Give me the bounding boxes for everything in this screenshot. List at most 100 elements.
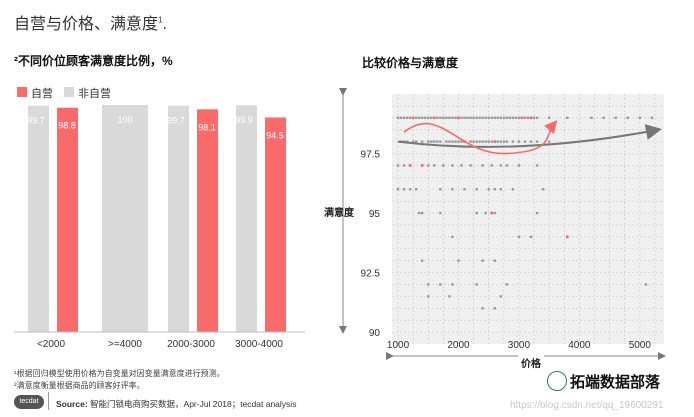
scatter-point <box>475 116 478 120</box>
scatter-point <box>414 188 418 191</box>
scatter-point <box>484 140 487 143</box>
scatter-point <box>427 283 430 286</box>
scatter-point <box>442 164 445 167</box>
scatter-point <box>433 164 436 167</box>
scatter-point-highlight <box>493 140 497 143</box>
csdn-watermark: https://blog.csdn.net/qq_19600291 <box>510 400 664 411</box>
scatter-point <box>650 116 654 120</box>
scatter-point <box>547 140 551 143</box>
footnote-2: ²满意度衡量根据商品的顾客好评率。 <box>14 381 145 390</box>
bar-self-0 <box>57 107 78 332</box>
scatter-point <box>472 116 475 120</box>
x-tick-label: 5000 <box>629 340 652 351</box>
scatter-point <box>439 116 442 120</box>
scatter-point <box>399 116 403 120</box>
scatter-point <box>511 116 515 120</box>
scatter-point <box>442 116 445 120</box>
scatter-point <box>487 140 490 143</box>
bar-chart: 99.7 98.8 100 99.7 98.1 99.9 94.5 <2000 >=4000 2… <box>14 105 305 350</box>
scatter-point <box>427 116 430 120</box>
scatter-point <box>463 188 466 191</box>
scatter-point <box>475 283 478 286</box>
scatter-grid <box>392 94 664 344</box>
scatter-point <box>414 140 418 143</box>
bar-category-label-2: 2000-3000 <box>167 339 215 350</box>
scatter-point <box>421 140 424 143</box>
scatter-point <box>517 140 521 143</box>
scatter-point-highlight <box>420 164 424 167</box>
page-title-text: 自营与价格、满意度 <box>14 16 159 33</box>
bar-chart-title: ²不同价位顾客满意度比例，% <box>14 54 173 68</box>
scatter-point <box>535 140 539 143</box>
scatter-point <box>499 295 502 298</box>
scatter-chart: 1000 2000 3000 4000 5000 90 92.5 95 97.5 <box>339 88 666 360</box>
scatter-point <box>493 116 496 120</box>
scatter-point <box>505 283 509 286</box>
scatter-point <box>514 116 518 120</box>
tecdat-logo: tecdat <box>14 395 44 409</box>
legend-swatch-self <box>17 87 27 97</box>
scatter-point <box>475 188 478 191</box>
scatter-point <box>484 211 487 215</box>
scatter-point <box>402 188 406 191</box>
bar-chart-bars: 99.7 98.8 100 99.7 98.1 99.9 94.5 <box>27 105 286 333</box>
scatter-point <box>466 116 469 120</box>
scatter-point <box>475 211 478 215</box>
bar-nonself-3 <box>236 105 257 333</box>
scatter-point <box>396 164 400 167</box>
scatter-point-highlight <box>411 116 415 120</box>
scatter-point <box>445 140 448 143</box>
scatter-point <box>418 211 421 215</box>
scatter-point <box>535 164 539 167</box>
scatter-point <box>644 283 648 286</box>
y-tick-label: 97.5 <box>361 150 381 161</box>
scatter-point <box>505 140 509 143</box>
bar-category-label-0: <2000 <box>37 339 66 350</box>
bar-label-nonself-1: 100 <box>117 115 132 125</box>
source-divider <box>48 392 49 410</box>
scatter-point <box>451 116 454 120</box>
scatter-point <box>430 116 433 120</box>
scatter-point <box>499 164 502 167</box>
bar-label-self-2: 98.1 <box>198 122 216 132</box>
bar-nonself-2 <box>168 105 189 332</box>
scatter-point <box>445 116 448 120</box>
scatter-point <box>517 235 521 239</box>
scatter-point <box>541 188 545 191</box>
scatter-point <box>460 140 463 143</box>
scatter-point <box>499 116 502 120</box>
scatter-point-highlight <box>520 116 524 120</box>
scatter-point <box>469 116 472 120</box>
scatter-point <box>472 140 475 143</box>
bar-label-nonself-3: 99.9 <box>235 115 253 125</box>
scatter-point <box>493 259 496 262</box>
scatter-point <box>469 140 472 143</box>
scatter-point <box>430 140 433 143</box>
scatter-point <box>424 116 427 120</box>
scatter-point <box>626 116 629 120</box>
scatter-point <box>481 259 484 262</box>
scatter-point <box>496 140 499 143</box>
scatter-point <box>490 116 493 120</box>
scatter-point <box>502 140 506 143</box>
scatter-point <box>451 188 454 191</box>
wechat-icon <box>547 371 567 391</box>
bar-category-label-1: >=4000 <box>108 339 142 350</box>
scatter-point <box>614 116 617 120</box>
bar-label-nonself-2: 99.7 <box>167 116 185 126</box>
scatter-point <box>529 235 533 239</box>
scatter-point <box>511 188 515 191</box>
scatter-point <box>547 116 551 120</box>
scatter-point <box>487 116 490 120</box>
scatter-point <box>481 164 484 167</box>
scatter-point <box>411 140 415 143</box>
scatter-point <box>451 283 454 286</box>
scatter-point <box>505 116 509 120</box>
scatter-point <box>523 116 527 120</box>
bar-nonself-0 <box>28 105 49 332</box>
page-title: 自营与价格、满意度1. <box>14 10 167 34</box>
scatter-point <box>499 188 502 191</box>
scatter-point <box>487 188 490 191</box>
scatter-point <box>421 116 424 120</box>
bar-label-nonself-0: 99.7 <box>27 116 45 126</box>
